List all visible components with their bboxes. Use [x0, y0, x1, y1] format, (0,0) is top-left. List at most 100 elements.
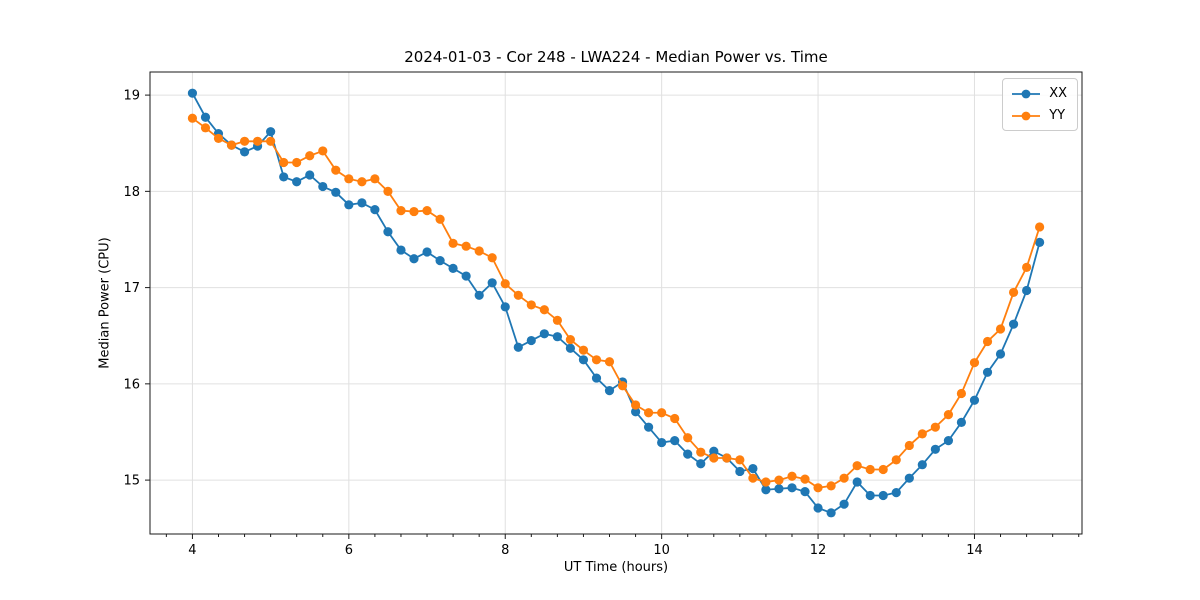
data-point: [292, 157, 302, 168]
legend-label-xx: XX: [1049, 86, 1067, 101]
legend-marker-yy-icon: [1012, 111, 1041, 120]
data-point: [578, 355, 589, 365]
x-axis-label: UT Time (hours): [563, 560, 669, 575]
data-point: [604, 357, 615, 367]
data-point: [252, 136, 263, 146]
data-point: [813, 503, 823, 513]
data-point: [318, 146, 328, 156]
data-point: [187, 88, 198, 98]
data-point: [1008, 287, 1019, 298]
data-point: [357, 177, 367, 187]
data-point: [1022, 262, 1032, 272]
data-point: [956, 417, 967, 427]
data-point: [513, 342, 523, 352]
data-point: [396, 245, 406, 255]
data-point: [865, 490, 875, 501]
data-point: [239, 136, 250, 146]
data-point: [500, 279, 510, 289]
data-point: [461, 271, 471, 281]
data-point: [891, 455, 901, 465]
data-point: [904, 440, 914, 451]
data-point: [800, 474, 810, 484]
data-point: [474, 290, 484, 300]
series-yy: [187, 113, 1045, 493]
data-point: [266, 127, 276, 137]
x-tick-label: 4: [188, 543, 196, 558]
data-point: [591, 355, 602, 365]
data-point: [344, 174, 354, 184]
data-point: [917, 429, 927, 439]
data-point: [683, 433, 693, 443]
data-point: [539, 329, 549, 339]
series-line: [191, 117, 1041, 489]
x-tick-label: 14: [966, 543, 983, 558]
data-point: [774, 475, 784, 485]
data-point: [787, 483, 797, 493]
data-point: [631, 400, 641, 410]
data-point: [1035, 237, 1045, 247]
data-point: [487, 253, 497, 263]
data-point: [722, 453, 732, 463]
series-xx: [187, 88, 1045, 518]
data-point: [409, 206, 419, 217]
data-point: [995, 349, 1006, 359]
data-point: [370, 174, 380, 184]
data-point: [761, 477, 771, 487]
data-point: [226, 140, 237, 150]
data-point: [239, 147, 250, 157]
data-point: [448, 263, 458, 273]
data-point: [1035, 222, 1045, 232]
legend-item-xx: XX: [1011, 84, 1067, 103]
data-point: [187, 113, 198, 123]
data-point: [735, 455, 745, 465]
data-point: [1008, 319, 1019, 329]
data-point: [422, 206, 432, 216]
y-tick-label: 19: [123, 89, 140, 104]
y-tick-label: 16: [123, 377, 140, 392]
data-point: [552, 315, 563, 325]
data-point: [526, 300, 536, 310]
data-point: [331, 165, 341, 175]
data-point: [969, 395, 980, 405]
data-point: [200, 112, 211, 122]
legend-item-yy: YY: [1011, 106, 1067, 125]
data-point: [305, 170, 315, 180]
data-point: [643, 422, 654, 432]
data-point: [735, 466, 745, 477]
grid: [150, 72, 1082, 534]
data-point: [852, 461, 862, 471]
data-point: [487, 278, 497, 288]
y-tick-label: 18: [123, 185, 140, 200]
data-point: [422, 247, 432, 257]
data-point: [266, 136, 276, 146]
data-point: [513, 290, 523, 300]
data-point: [604, 385, 615, 396]
x-tick-label: 12: [810, 543, 827, 558]
data-point: [643, 408, 654, 418]
data-point: [565, 343, 575, 353]
data-point: [461, 241, 471, 251]
data-point: [826, 481, 836, 491]
data-point: [526, 335, 536, 346]
data-point: [344, 200, 354, 210]
data-point: [631, 407, 641, 417]
data-point: [435, 256, 445, 266]
data-point: [774, 484, 784, 494]
data-point: [331, 187, 341, 197]
data-point: [657, 408, 667, 418]
data-point: [709, 453, 719, 463]
data-point: [917, 460, 927, 470]
tick-labels: 4 6 8 10 12 14 15 16 17 18 19: [123, 89, 982, 558]
data-point: [591, 373, 602, 383]
series-line: [191, 92, 1041, 514]
data-point: [813, 483, 823, 493]
data-point: [357, 198, 367, 208]
data-point: [748, 463, 758, 474]
data-point: [305, 151, 315, 161]
data-point: [383, 186, 393, 196]
data-point: [696, 459, 706, 469]
data-point: [696, 447, 706, 457]
chart-title: 2024-01-03 - Cor 248 - LWA224 - Median P…: [404, 48, 828, 66]
data-point: [383, 227, 393, 237]
